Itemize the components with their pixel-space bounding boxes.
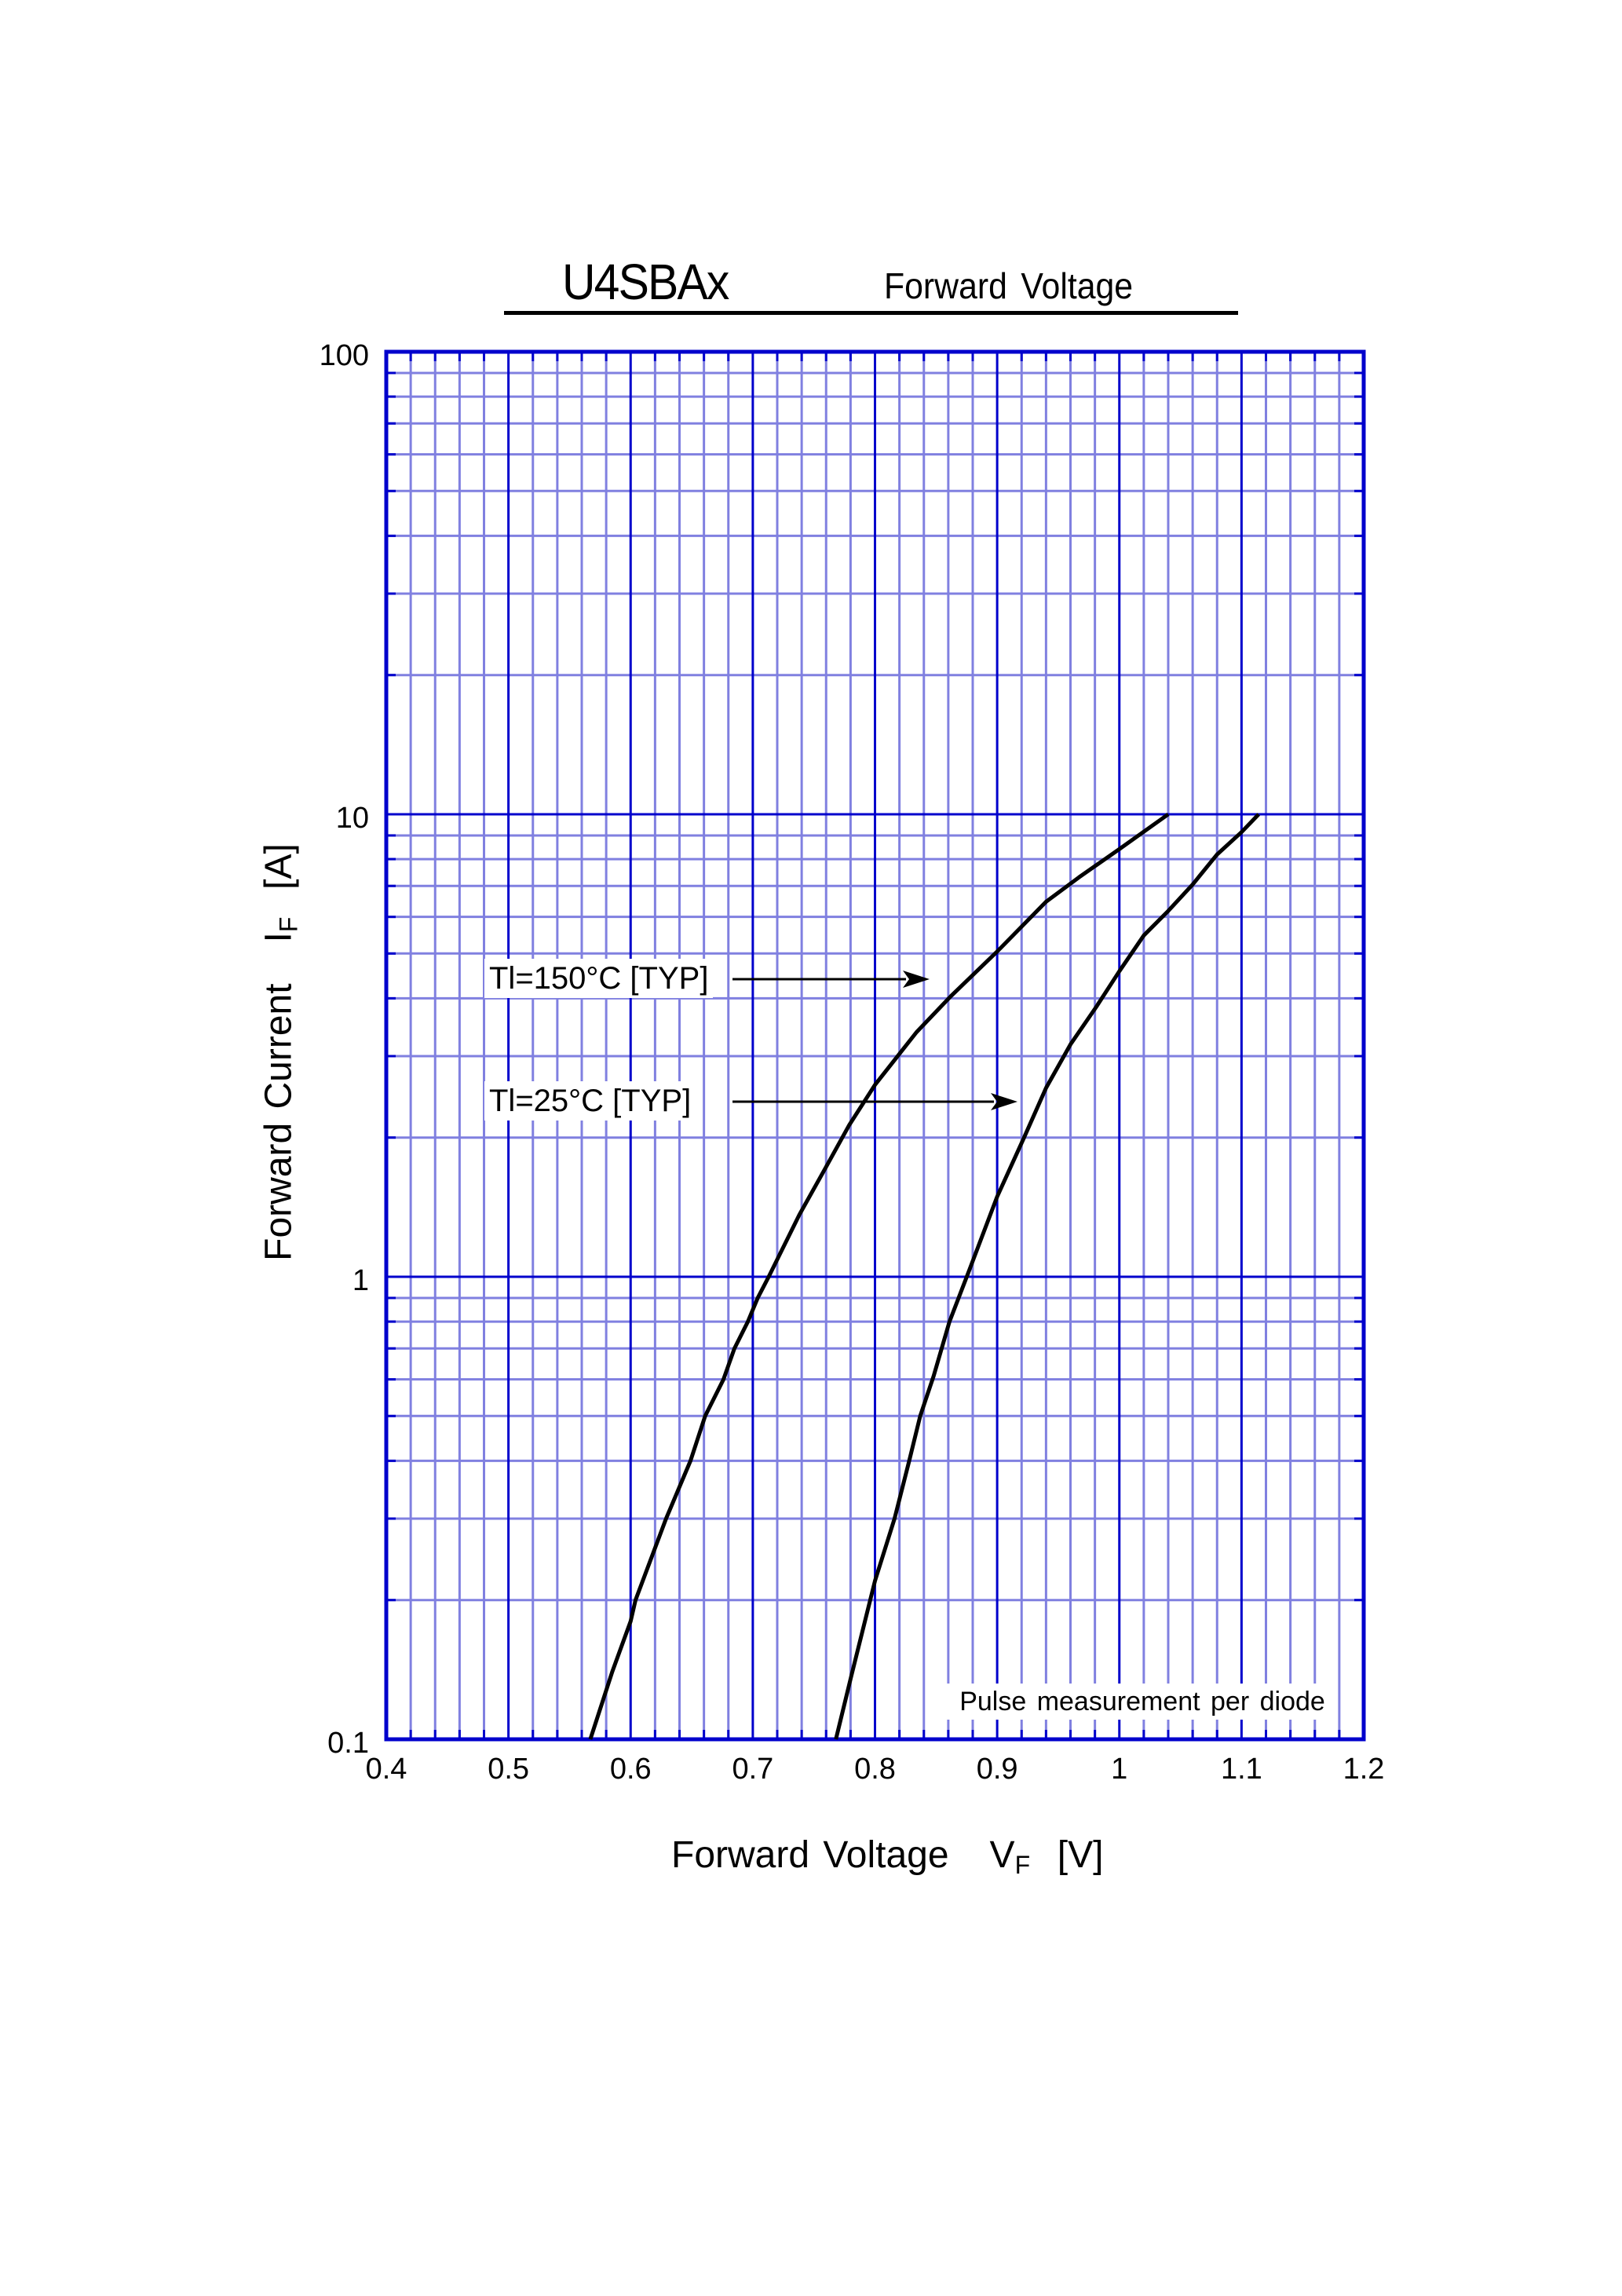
y-tick-label: 10 [335,802,369,835]
x-axis-symbol-sub: F [1014,1851,1031,1879]
y-axis-unit: [A] [258,843,300,890]
x-tick-label: 0.5 [488,1753,530,1786]
y-axis-title-text: Forward Current [258,983,300,1261]
pulse-note: Pulse measurement per diode [947,1684,1338,1720]
x-tick-label: 1.2 [1343,1753,1385,1786]
y-tick-label: 1 [352,1264,369,1297]
y-tick-label: 100 [319,339,369,372]
title-underline [504,311,1238,315]
label-25c: Tl=25°C [TYP] [484,1081,696,1121]
x-tick-label: 0.6 [609,1753,652,1786]
plot-frame [384,349,1366,1742]
x-axis-symbol: V [989,1834,1015,1876]
chart-subtitle: Forward Voltage [884,265,1134,306]
x-axis-title-text: Forward Voltage [671,1834,949,1876]
curves [588,812,1261,1740]
x-tick-label: 0.9 [976,1753,1018,1786]
grid-major-lines [386,352,1364,1739]
curve-150c [588,812,1170,1740]
x-tick-label: 1 [1111,1753,1128,1786]
x-tick-label: 1.1 [1220,1753,1262,1786]
y-tick-label: 0.1 [327,1727,369,1760]
x-tick-label: 0.8 [854,1753,896,1786]
arrow-25c-head [991,1093,1017,1110]
y-axis-symbol: I [258,932,300,943]
arrow-150c-head [903,971,930,988]
label-150c: Tl=150°C [TYP] [484,959,714,998]
y-axis-title: Forward Current IF [A] [258,843,303,1261]
x-tick-label: 0.4 [365,1753,407,1786]
y-axis-symbol-sub: F [274,916,303,933]
chart-title-part-number: U4SBAx [562,254,729,310]
x-tick-label: 0.7 [732,1753,774,1786]
curve-25c [834,813,1261,1740]
annotation-arrows [732,971,1017,1110]
x-axis-title: Forward Voltage VF [V] [671,1834,1104,1879]
x-axis-unit: [V] [1057,1834,1104,1876]
